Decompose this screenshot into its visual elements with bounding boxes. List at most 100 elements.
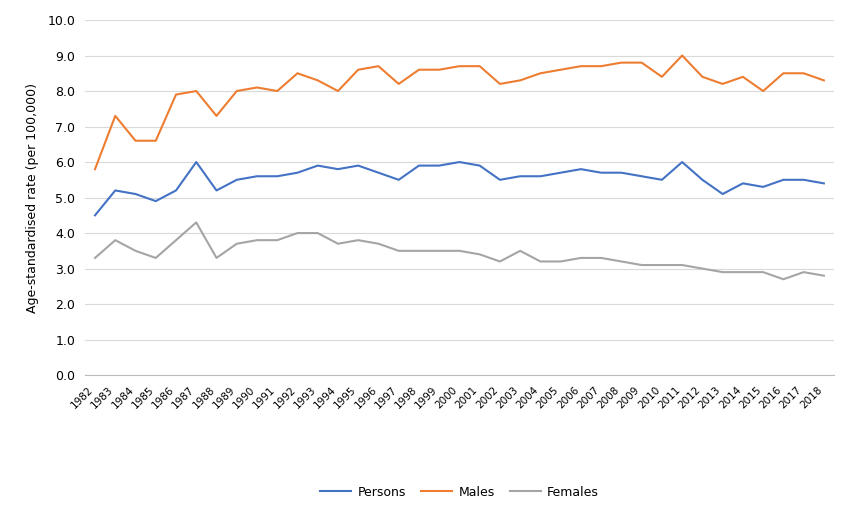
Females <box>818 272 829 279</box>
Males <box>536 70 546 77</box>
Females <box>150 255 160 261</box>
Females <box>131 247 141 254</box>
Females <box>475 251 485 257</box>
Females <box>333 241 343 247</box>
Males <box>131 138 141 144</box>
Persons <box>495 177 505 183</box>
Persons <box>677 159 687 165</box>
Females <box>434 247 444 254</box>
Persons <box>110 188 121 194</box>
Females <box>576 255 586 261</box>
Females <box>738 269 748 275</box>
Persons <box>90 212 100 218</box>
Persons <box>252 173 262 179</box>
Persons <box>717 191 728 197</box>
Males <box>434 67 444 73</box>
Females <box>677 262 687 268</box>
Persons <box>576 166 586 172</box>
Females <box>273 237 283 243</box>
Males <box>90 166 100 172</box>
Females <box>779 276 789 282</box>
Persons <box>434 163 444 169</box>
Males <box>515 77 526 83</box>
Females <box>374 241 384 247</box>
Males <box>596 63 606 69</box>
Males <box>637 59 647 66</box>
Females <box>292 230 302 236</box>
Females <box>717 269 728 275</box>
Females <box>110 237 121 243</box>
Line: Males: Males <box>95 56 824 169</box>
Females <box>454 247 464 254</box>
Persons <box>475 163 485 169</box>
Persons <box>211 188 222 194</box>
Males <box>738 73 748 80</box>
Persons <box>758 184 768 190</box>
Females <box>799 269 809 275</box>
Females <box>252 237 262 243</box>
Females <box>596 255 606 261</box>
Persons <box>637 173 647 179</box>
Males <box>232 88 242 94</box>
Females <box>536 258 546 265</box>
Persons <box>353 163 363 169</box>
Males <box>353 67 363 73</box>
Males <box>333 88 343 94</box>
Females <box>353 237 363 243</box>
Males <box>697 73 707 80</box>
Line: Persons: Persons <box>95 162 824 215</box>
Persons <box>555 169 565 176</box>
Females <box>232 241 242 247</box>
Persons <box>515 173 526 179</box>
Females <box>312 230 323 236</box>
Males <box>312 77 323 83</box>
Males <box>495 81 505 87</box>
Females <box>495 258 505 265</box>
Legend: Persons, Males, Females: Persons, Males, Females <box>315 481 604 504</box>
Persons <box>171 188 181 194</box>
Persons <box>150 198 160 204</box>
Males <box>454 63 464 69</box>
Females <box>697 266 707 272</box>
Y-axis label: Age-standardised rate (per 100,000): Age-standardised rate (per 100,000) <box>26 82 39 313</box>
Persons <box>394 177 404 183</box>
Females <box>515 247 526 254</box>
Persons <box>657 177 667 183</box>
Females <box>758 269 768 275</box>
Females <box>616 258 627 265</box>
Persons <box>273 173 283 179</box>
Females <box>171 237 181 243</box>
Males <box>657 73 667 80</box>
Persons <box>131 191 141 197</box>
Males <box>171 92 181 98</box>
Males <box>616 59 627 66</box>
Persons <box>413 163 424 169</box>
Males <box>799 70 809 77</box>
Males <box>555 67 565 73</box>
Males <box>273 88 283 94</box>
Females <box>657 262 667 268</box>
Males <box>576 63 586 69</box>
Persons <box>779 177 789 183</box>
Females <box>555 258 565 265</box>
Females <box>90 255 100 261</box>
Persons <box>697 177 707 183</box>
Persons <box>312 163 323 169</box>
Persons <box>818 180 829 187</box>
Males <box>394 81 404 87</box>
Males <box>374 63 384 69</box>
Females <box>637 262 647 268</box>
Males <box>252 84 262 91</box>
Persons <box>596 169 606 176</box>
Males <box>758 88 768 94</box>
Males <box>818 77 829 83</box>
Females <box>413 247 424 254</box>
Males <box>779 70 789 77</box>
Females <box>394 247 404 254</box>
Persons <box>333 166 343 172</box>
Males <box>475 63 485 69</box>
Males <box>110 113 121 119</box>
Females <box>191 219 201 226</box>
Persons <box>616 169 627 176</box>
Females <box>211 255 222 261</box>
